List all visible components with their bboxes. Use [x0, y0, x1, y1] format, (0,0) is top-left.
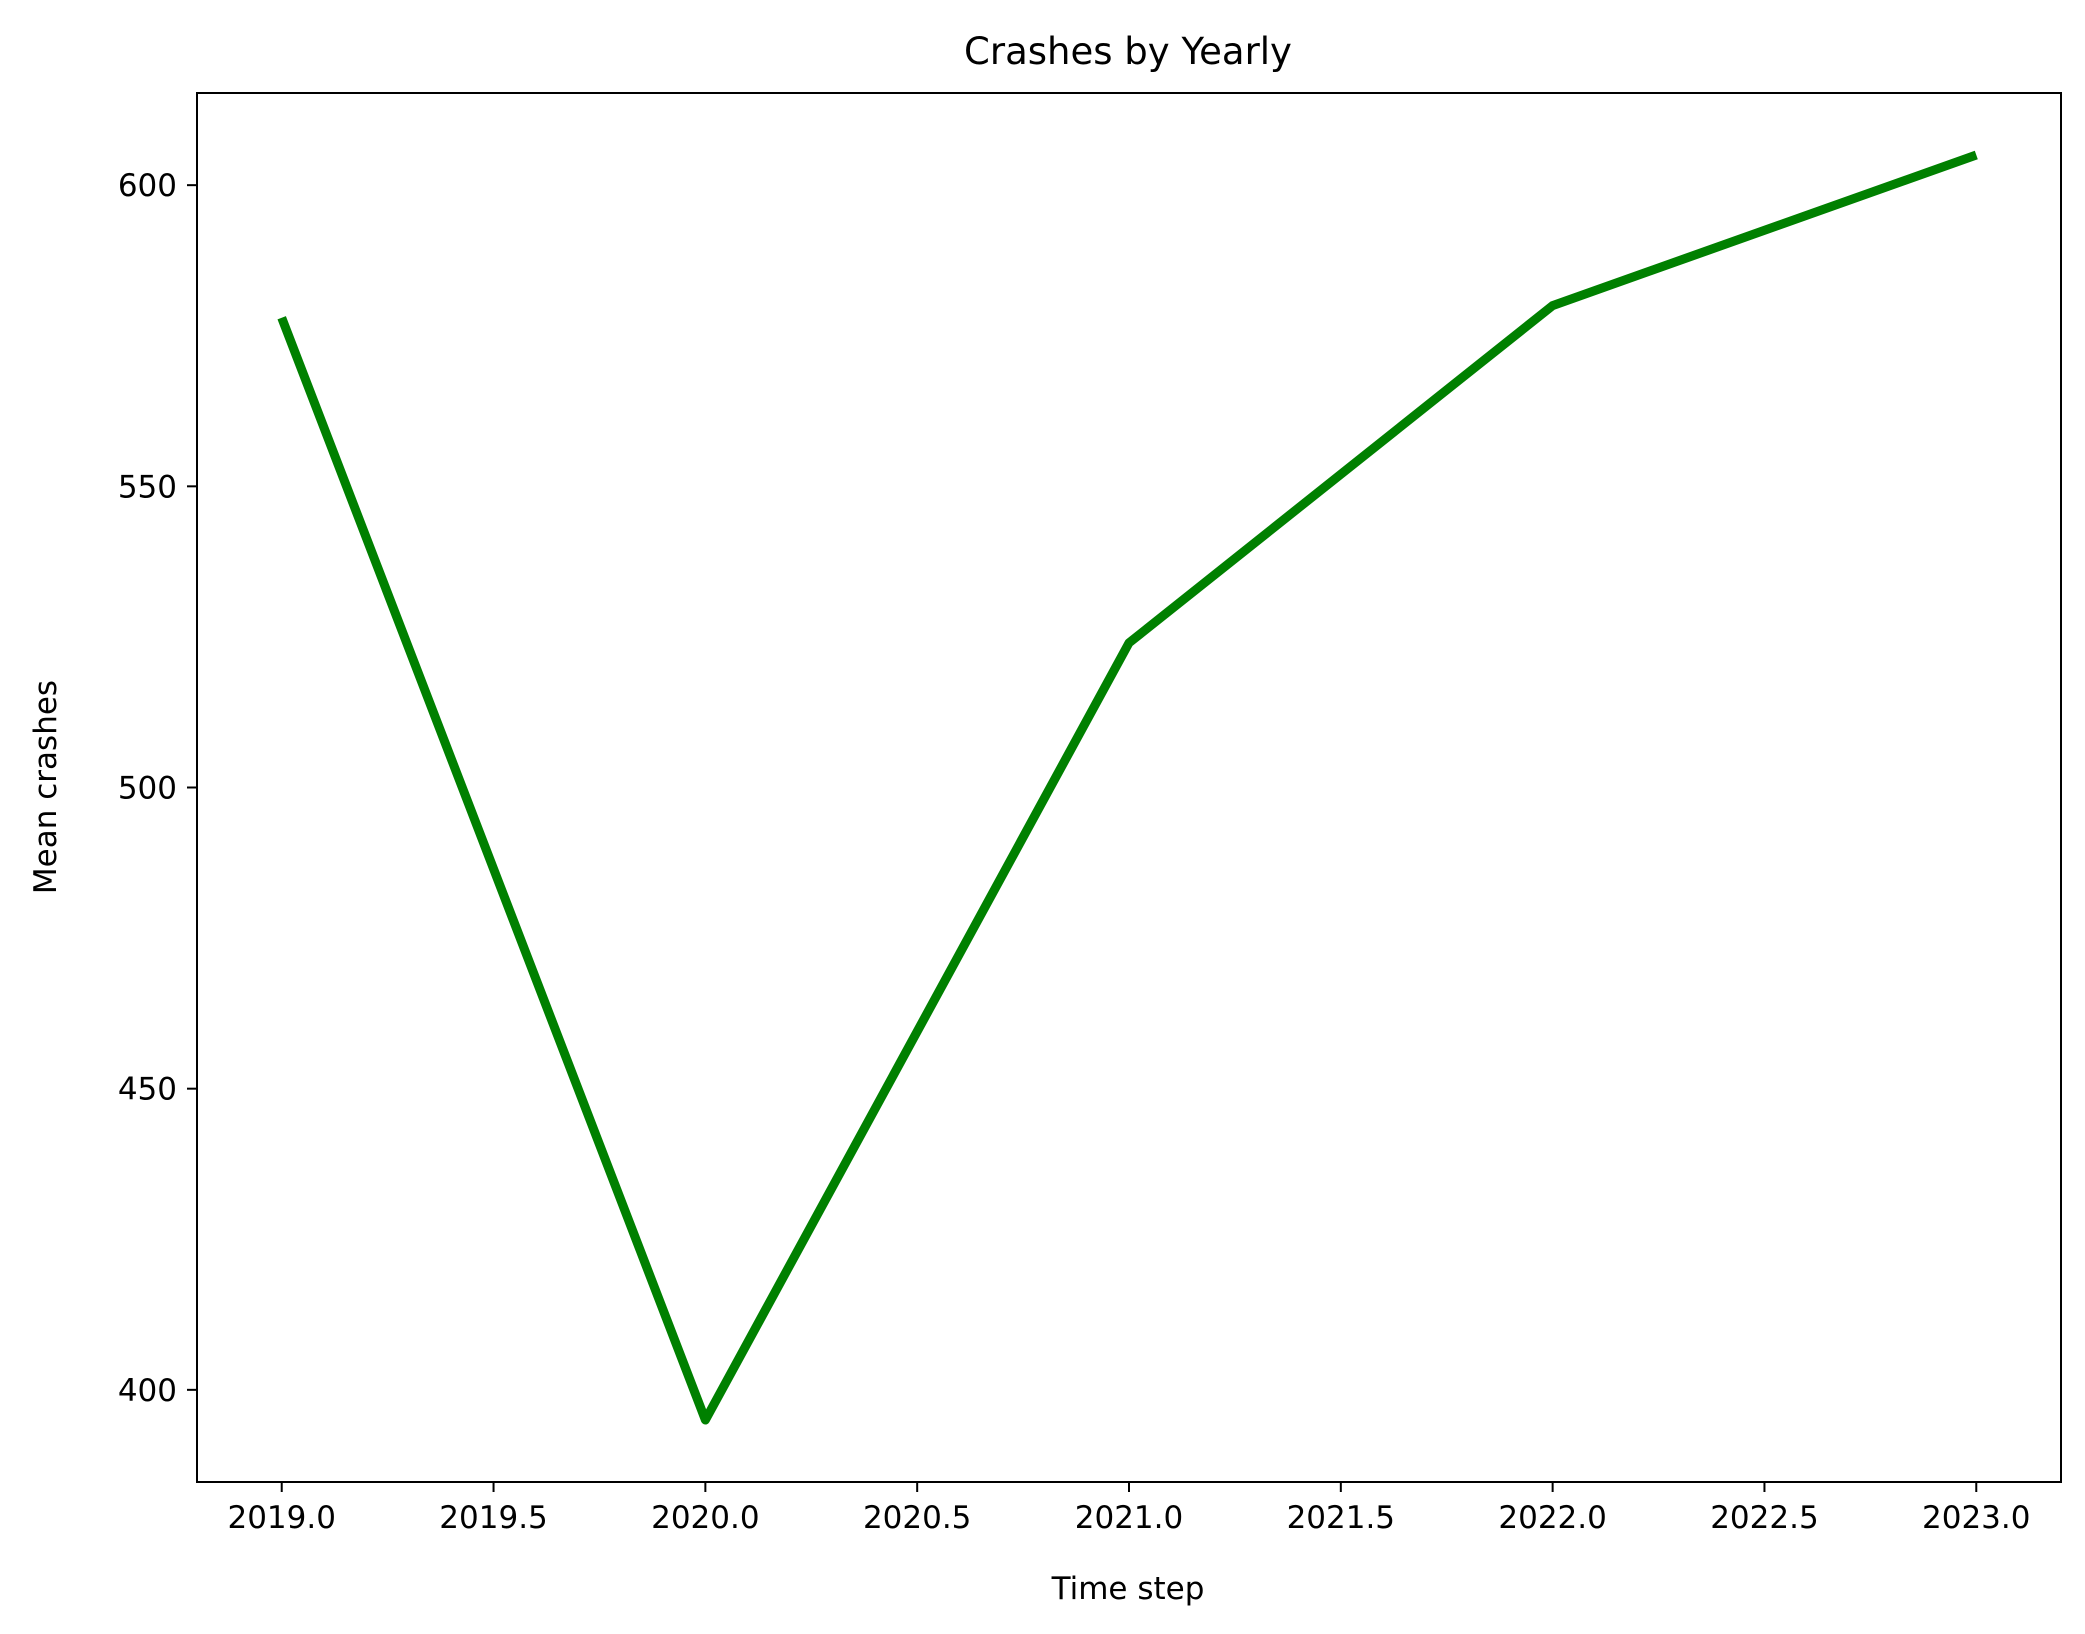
y-tick-label: 550	[118, 469, 177, 505]
x-tick-label: 2020.0	[651, 1500, 759, 1536]
x-tick-label: 2021.5	[1287, 1500, 1395, 1536]
x-tick-label: 2022.0	[1498, 1500, 1606, 1536]
x-tick-label: 2021.0	[1075, 1500, 1183, 1536]
series-line-0	[277, 150, 1978, 1425]
chart-title: Crashes by Yearly	[964, 30, 1292, 73]
x-tick-label: 2019.5	[439, 1500, 547, 1536]
x-axis-label: Time step	[1051, 1571, 1205, 1607]
x-tick-label: 2020.5	[863, 1500, 971, 1536]
plot-area	[277, 150, 1978, 1425]
plot-frame	[196, 92, 2062, 1483]
x-axis: 2019.0 2019.5 2020.0 2020.5 2021.0 2021.5 2022…	[227, 1482, 2031, 1536]
x-tick-label: 2023.0	[1922, 1500, 2030, 1536]
y-tick-label: 400	[118, 1373, 177, 1409]
y-axis-label: Mean crashes	[28, 680, 64, 894]
y-axis: 400 450 500 550 600	[118, 168, 197, 1409]
y-tick-label: 600	[118, 168, 177, 204]
x-tick-label: 2019.0	[227, 1500, 335, 1536]
x-tick-label: 2022.5	[1710, 1500, 1818, 1536]
y-tick-label: 500	[118, 771, 177, 807]
y-tick-label: 450	[118, 1072, 177, 1108]
